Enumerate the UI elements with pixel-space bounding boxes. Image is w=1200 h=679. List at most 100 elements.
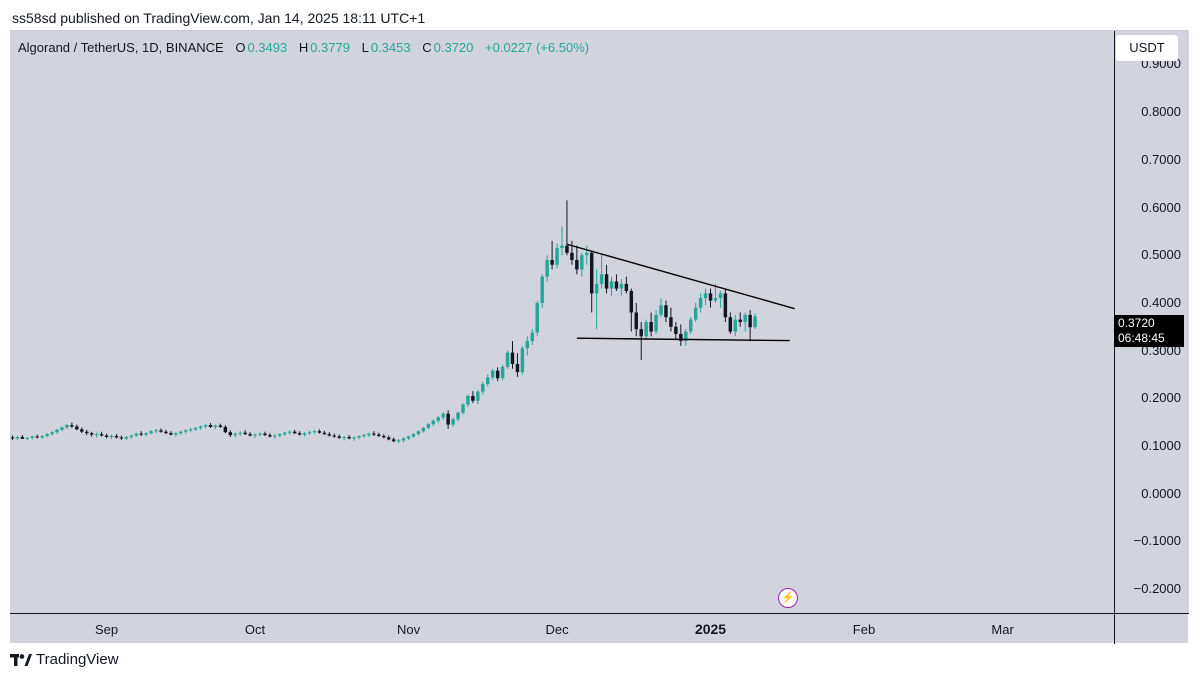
candle-44[interactable]: [228, 430, 233, 437]
candle-122[interactable]: [614, 274, 619, 291]
candle-52[interactable]: [268, 433, 272, 438]
candle-90[interactable]: [456, 411, 460, 422]
candle-108[interactable]: [545, 255, 549, 282]
candle-71[interactable]: [362, 433, 366, 438]
currency-button[interactable]: USDT: [1116, 35, 1178, 61]
candle-15[interactable]: [85, 429, 89, 436]
candle-123[interactable]: [619, 279, 624, 296]
candle-140[interactable]: [703, 288, 708, 306]
candle-93[interactable]: [471, 391, 475, 404]
candle-115[interactable]: [580, 252, 584, 277]
candle-82[interactable]: [416, 430, 421, 436]
candle-8[interactable]: [50, 431, 54, 436]
candle-127[interactable]: [639, 322, 643, 361]
candle-49[interactable]: [253, 433, 257, 438]
candle-48[interactable]: [248, 432, 252, 437]
candle-14[interactable]: [80, 427, 84, 434]
candle-138[interactable]: [693, 302, 698, 322]
candle-126[interactable]: [634, 302, 638, 337]
trendline-lower[interactable]: [576, 337, 790, 342]
candle-87[interactable]: [441, 412, 445, 420]
candle-67[interactable]: [342, 436, 346, 441]
candle-85[interactable]: [431, 419, 436, 426]
candle-29[interactable]: [154, 428, 158, 434]
candle-147[interactable]: [738, 312, 742, 327]
candle-69[interactable]: [352, 436, 356, 441]
candle-128[interactable]: [644, 319, 648, 339]
candle-86[interactable]: [436, 415, 440, 424]
candle-133[interactable]: [669, 307, 673, 332]
candle-139[interactable]: [698, 293, 703, 313]
legend-symbol[interactable]: Algorand / TetherUS, 1D, BINANCE: [18, 40, 224, 55]
candle-120[interactable]: [604, 264, 609, 294]
candle-27[interactable]: [144, 432, 148, 437]
candle-55[interactable]: [283, 431, 287, 437]
candle-53[interactable]: [273, 434, 277, 439]
candle-64[interactable]: [327, 432, 332, 437]
candle-7[interactable]: [45, 433, 49, 438]
candle-104[interactable]: [525, 336, 530, 356]
candle-83[interactable]: [421, 426, 426, 433]
candle-10[interactable]: [60, 426, 64, 432]
candle-77[interactable]: [391, 437, 396, 443]
candle-43[interactable]: [223, 425, 228, 434]
candle-1[interactable]: [15, 436, 20, 440]
candle-97[interactable]: [490, 368, 495, 381]
candle-11[interactable]: [65, 424, 69, 429]
candle-84[interactable]: [426, 423, 431, 430]
candle-137[interactable]: [688, 317, 693, 334]
candle-98[interactable]: [495, 367, 500, 382]
candle-58[interactable]: [297, 431, 302, 436]
candle-143[interactable]: [718, 290, 723, 308]
candle-47[interactable]: [243, 430, 247, 436]
plot-area[interactable]: Algorand / TetherUS, 1D, BINANCE O 0.3493…: [10, 31, 1114, 613]
candle-3[interactable]: [25, 436, 30, 441]
candle-59[interactable]: [302, 432, 307, 437]
candle-18[interactable]: [99, 431, 104, 437]
candle-111[interactable]: [560, 226, 564, 256]
candle-60[interactable]: [307, 430, 312, 436]
candle-129[interactable]: [649, 312, 653, 337]
candle-80[interactable]: [406, 435, 411, 440]
candle-63[interactable]: [322, 430, 327, 436]
candle-132[interactable]: [664, 300, 668, 322]
candle-62[interactable]: [317, 429, 322, 434]
candle-54[interactable]: [278, 433, 282, 438]
candle-79[interactable]: [401, 437, 406, 443]
candle-91[interactable]: [461, 403, 465, 415]
candle-42[interactable]: [218, 423, 223, 428]
candle-112[interactable]: [565, 200, 569, 256]
candle-130[interactable]: [654, 310, 658, 334]
candle-134[interactable]: [674, 322, 678, 339]
candle-21[interactable]: [114, 434, 119, 439]
candle-107[interactable]: [540, 274, 544, 308]
candle-37[interactable]: [193, 426, 198, 432]
candle-13[interactable]: [75, 424, 79, 431]
candle-105[interactable]: [530, 329, 535, 345]
candle-103[interactable]: [520, 345, 525, 375]
candle-150[interactable]: [753, 313, 757, 330]
candle-117[interactable]: [589, 250, 594, 313]
candle-31[interactable]: [164, 429, 168, 435]
candle-2[interactable]: [20, 435, 25, 439]
candle-121[interactable]: [609, 276, 614, 296]
candle-110[interactable]: [555, 243, 559, 269]
candle-51[interactable]: [263, 431, 267, 437]
candle-136[interactable]: [684, 329, 688, 346]
candle-24[interactable]: [129, 434, 134, 439]
candle-35[interactable]: [184, 429, 188, 434]
candle-141[interactable]: [708, 288, 713, 308]
candle-66[interactable]: [337, 434, 341, 439]
candle-5[interactable]: [35, 434, 39, 439]
candle-78[interactable]: [396, 438, 401, 444]
candle-26[interactable]: [139, 431, 143, 437]
chart-frame[interactable]: Algorand / TetherUS, 1D, BINANCE O 0.3493…: [10, 30, 1189, 644]
candle-17[interactable]: [94, 432, 99, 438]
candle-46[interactable]: [238, 431, 242, 437]
candle-70[interactable]: [357, 435, 361, 440]
candle-33[interactable]: [174, 432, 178, 437]
candle-102[interactable]: [515, 353, 520, 377]
candle-40[interactable]: [208, 423, 213, 428]
candle-56[interactable]: [287, 430, 292, 435]
candle-101[interactable]: [510, 341, 515, 369]
